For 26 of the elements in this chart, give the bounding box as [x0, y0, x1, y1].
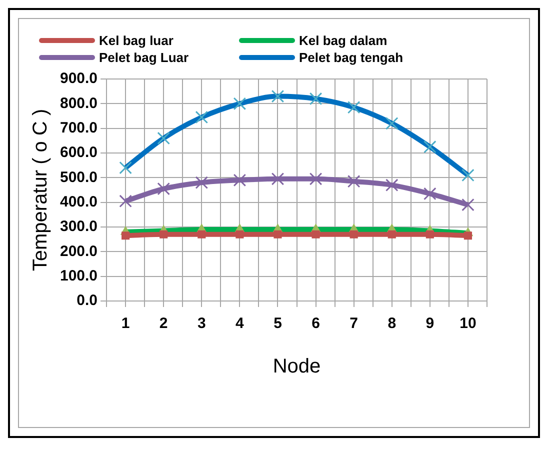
x-tick-label: 2	[159, 315, 168, 332]
legend-label: Pelet bag tengah	[299, 50, 404, 65]
legend-label: Kel bag dalam	[299, 33, 388, 48]
x-tick-label: 6	[312, 315, 320, 332]
x-tick-label: 9	[426, 315, 434, 332]
y-axis-title: Temperatur ( o C )	[30, 108, 52, 272]
y-tick-label: 200.0	[60, 242, 98, 260]
x-axis-title: Node	[272, 356, 321, 378]
legend-label: Pelet bag Luar	[99, 50, 189, 65]
x-tick-label: 3	[197, 315, 206, 332]
x-tick-label: 8	[388, 315, 396, 332]
y-tick-label: 700.0	[60, 119, 98, 136]
x-tick-label: 7	[350, 315, 358, 332]
y-tick-label: 800.0	[60, 94, 98, 112]
y-tick-label: 600.0	[60, 144, 98, 162]
y-tick-label: 100.0	[60, 267, 98, 284]
legend-label: Kel bag luar	[99, 33, 174, 48]
y-tick-label: 400.0	[60, 193, 98, 210]
y-tick-label: 900.0	[60, 70, 98, 88]
y-tick-label: 500.0	[60, 168, 98, 186]
y-tick-label: 0.0	[76, 292, 98, 310]
x-tick-label: 1	[121, 315, 130, 332]
x-tick-label: 10	[460, 315, 476, 332]
x-tick-label: 4	[236, 315, 245, 332]
x-tick-label: 5	[274, 315, 282, 332]
y-tick-label: 300.0	[60, 218, 98, 236]
